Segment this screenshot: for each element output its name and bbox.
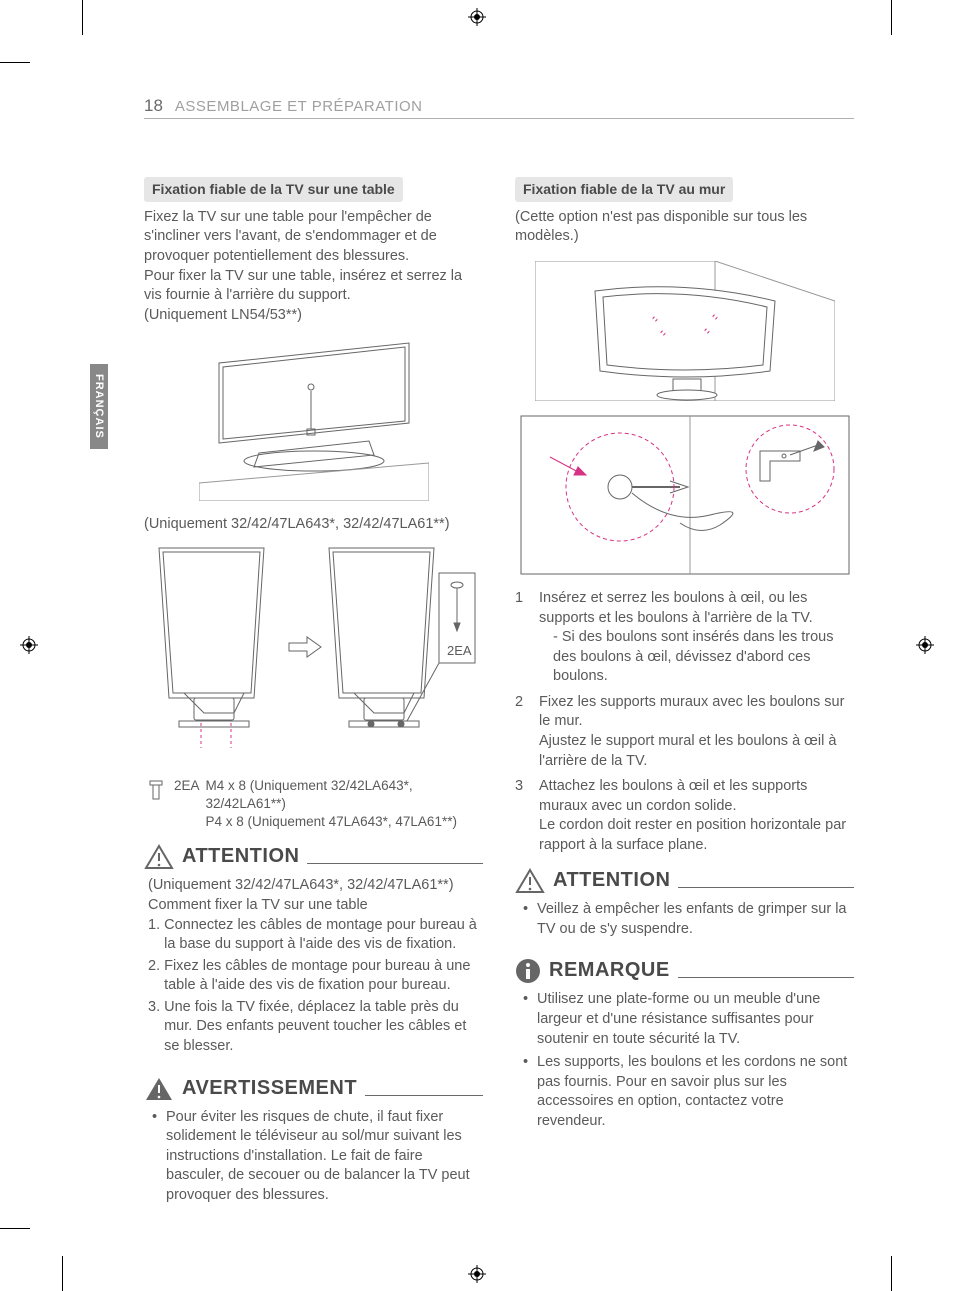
language-tab: FRANÇAIS: [90, 364, 108, 449]
callout-title: AVERTISSEMENT: [182, 1075, 357, 1102]
registration-mark-icon: [468, 8, 486, 26]
two-column-layout: Fixation fiable de la TV sur une table F…: [144, 177, 854, 1223]
attention-list: Veillez à empêcher les enfants de grimpe…: [519, 900, 850, 939]
remark-callout: REMARQUE Utilisez une plate-forme ou un …: [515, 957, 854, 1131]
crop-mark: [891, 0, 892, 35]
figure-tv-wall-corner: [515, 261, 854, 401]
warning-icon: [144, 1076, 174, 1102]
list-item: 2.Fixez les câbles de montage pour burea…: [148, 957, 479, 996]
list-item: 3.Une fois la TV fixée, déplacez la tabl…: [148, 998, 479, 1057]
crop-mark: [891, 1256, 892, 1291]
crop-mark: [0, 62, 30, 63]
list-item: Utilisez une plate-forme ou un meuble d'…: [523, 990, 850, 1049]
callout-text: Comment fixer la TV sur une table: [148, 896, 479, 916]
paragraph: Pour fixer la TV sur une table, insérez …: [144, 267, 483, 306]
callout-title: ATTENTION: [182, 843, 299, 870]
registration-mark-icon: [916, 636, 934, 654]
list-item: Pour éviter les risques de chute, il fau…: [152, 1108, 479, 1206]
list-item: 1.Connectez les câbles de montage pour b…: [148, 916, 479, 955]
page-content: FRANÇAIS 18 ASSEMBLAGE ET PRÉPARATION Fi…: [144, 96, 854, 1221]
screw-qty: 2EA: [174, 778, 200, 793]
attention-icon: [144, 844, 174, 870]
callout-title: REMARQUE: [549, 957, 670, 984]
figure-stand-brackets: 2EA: [144, 543, 483, 763]
figure-wall-anchor-detail: [515, 415, 854, 575]
attention-callout: ATTENTION Veillez à empêcher les enfants…: [515, 867, 854, 939]
section-title: ASSEMBLAGE ET PRÉPARATION: [175, 98, 423, 115]
attention-steps: 1.Connectez les câbles de montage pour b…: [148, 916, 479, 1057]
attention-icon: [515, 868, 545, 894]
screw-spec-line: M4 x 8 (Uniquement 32/42LA643*, 32/42LA6…: [206, 777, 483, 813]
callout-rule: [678, 887, 854, 888]
paragraph: Fixez la TV sur une table pour l'empêche…: [144, 208, 483, 267]
warning-list: Pour éviter les risques de chute, il fau…: [148, 1108, 479, 1206]
screw-spec-line: P4 x 8 (Uniquement 47LA643*, 47LA61**): [206, 813, 483, 831]
list-item: Les supports, les boulons et les cordons…: [523, 1053, 850, 1131]
subsection-pill: Fixation fiable de la TV sur une table: [144, 177, 403, 202]
screw-qty-label: 2EA: [447, 643, 472, 658]
list-item: 1 Insérez et serrez les boulons à œil, o…: [515, 589, 854, 687]
registration-mark-icon: [468, 1265, 486, 1283]
crop-mark: [0, 1228, 30, 1229]
subsection-pill: Fixation fiable de la TV au mur: [515, 177, 733, 202]
attention-callout: ATTENTION (Uniquement 32/42/47LA643*, 32…: [144, 843, 483, 1056]
crop-mark: [82, 0, 83, 35]
sub-note: - Si des boulons sont insérés dans les t…: [539, 628, 854, 687]
page-number: 18: [144, 96, 163, 116]
paragraph: (Cette option n'est pas disponible sur t…: [515, 208, 854, 247]
info-icon: [515, 958, 541, 984]
wall-steps: 1 Insérez et serrez les boulons à œil, o…: [515, 589, 854, 855]
callout-text: (Uniquement 32/42/47LA643*, 32/42/47LA61…: [148, 876, 479, 896]
model-note: (Uniquement LN54/53**): [144, 306, 483, 326]
remark-list: Utilisez une plate-forme ou un meuble d'…: [519, 990, 850, 1131]
callout-rule: [365, 1095, 483, 1096]
callout-rule: [678, 977, 854, 978]
warning-callout: AVERTISSEMENT Pour éviter les risques de…: [144, 1075, 483, 1206]
right-column: Fixation fiable de la TV au mur (Cette o…: [515, 177, 854, 1223]
page-header: 18 ASSEMBLAGE ET PRÉPARATION: [144, 96, 854, 119]
figure-tv-on-table: [144, 333, 483, 501]
callout-rule: [307, 863, 483, 864]
callout-title: ATTENTION: [553, 867, 670, 894]
crop-mark: [62, 1256, 63, 1291]
list-item: Veillez à empêcher les enfants de grimpe…: [523, 900, 850, 939]
screw-spec-note: 2EA M4 x 8 (Uniquement 32/42LA643*, 32/4…: [144, 777, 483, 832]
screw-icon: [144, 777, 168, 811]
model-note: (Uniquement 32/42/47LA643*, 32/42/47LA61…: [144, 515, 483, 535]
registration-mark-icon: [20, 636, 38, 654]
list-item: 3 Attachez les boulons à œil et les supp…: [515, 777, 854, 855]
left-column: Fixation fiable de la TV sur une table F…: [144, 177, 483, 1223]
list-item: 2 Fixez les supports muraux avec les bou…: [515, 693, 854, 771]
